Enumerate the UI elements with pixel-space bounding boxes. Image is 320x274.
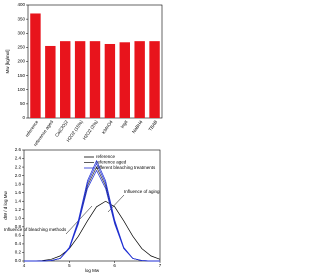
annotation: Influence of aging xyxy=(124,189,160,194)
y-tick-label: 0.2 xyxy=(15,250,22,255)
y-tick-label: 400 xyxy=(17,2,25,7)
y-tick-label: 0 xyxy=(22,115,25,120)
y-tick-label: 1.8 xyxy=(15,181,22,186)
series-line xyxy=(24,169,160,262)
x-tick-label: H2O2 (3%) xyxy=(82,119,99,141)
legend-label: different bleaching treatments xyxy=(96,165,156,170)
bar xyxy=(104,43,116,118)
x-tick-label: reference xyxy=(24,119,39,138)
y-tick-label: 350 xyxy=(17,16,25,21)
bar xyxy=(134,41,145,118)
bottom-frame xyxy=(23,149,161,262)
y-tick-label: 1.4 xyxy=(15,198,22,203)
y-tick-label: 150 xyxy=(17,73,25,78)
y-tick-label: 1.0 xyxy=(15,215,22,220)
bar xyxy=(45,45,56,118)
y-tick-label: 1.6 xyxy=(15,190,22,195)
y-tick-label: 2.2 xyxy=(15,164,22,169)
bar xyxy=(149,41,160,118)
x-tick-label: 4 xyxy=(23,263,26,268)
y-tick-label: 2.4 xyxy=(15,156,22,161)
x-tick-label: TBAB xyxy=(148,119,159,132)
y-tick-label: 2.0 xyxy=(15,173,22,178)
y-tick-label: 0.0 xyxy=(15,258,22,263)
y-axis-label: Mw [kg/mol] xyxy=(5,49,10,73)
legend-label: reference aged xyxy=(96,160,127,165)
y-tick-label: 300 xyxy=(17,30,25,35)
y-tick-label: 100 xyxy=(17,87,25,92)
x-tick-label: 7 xyxy=(159,263,162,268)
x-tick-label: KMnO4 xyxy=(101,119,114,135)
y-tick-label: 2.6 xyxy=(15,147,22,152)
bar xyxy=(30,13,41,119)
annotation: Influence of bleaching methods xyxy=(4,227,67,232)
y-tick-label: 200 xyxy=(17,59,25,64)
bar xyxy=(89,41,101,118)
x-axis-label: log Mw xyxy=(85,268,100,273)
y-axis-label: dW / d log Mw xyxy=(3,191,8,220)
bar xyxy=(119,42,130,118)
series-line xyxy=(24,162,160,262)
y-tick-label: 1.2 xyxy=(15,207,22,212)
y-tick-label: 0.6 xyxy=(15,233,22,238)
y-tick-label: 250 xyxy=(17,45,25,50)
y-tick-label: 50 xyxy=(20,101,26,106)
bar xyxy=(74,41,86,118)
legend-label: reference xyxy=(96,154,116,159)
x-tick-label: Ingit xyxy=(120,119,129,129)
x-tick-label: 6 xyxy=(113,263,116,268)
x-tick-label: Ca(ClO)2 xyxy=(54,119,69,138)
figure: 0 50 100 150 200 250 300 350 400 Mw [kg/mol] refer… xyxy=(3,2,163,273)
series-line xyxy=(24,200,161,262)
bar xyxy=(60,41,71,118)
x-tick-label: 5 xyxy=(68,263,71,268)
y-tick-label: 0.4 xyxy=(15,241,22,246)
y-tick-label: 0.8 xyxy=(15,224,22,229)
x-tick-label: NaBH4 xyxy=(131,119,144,134)
